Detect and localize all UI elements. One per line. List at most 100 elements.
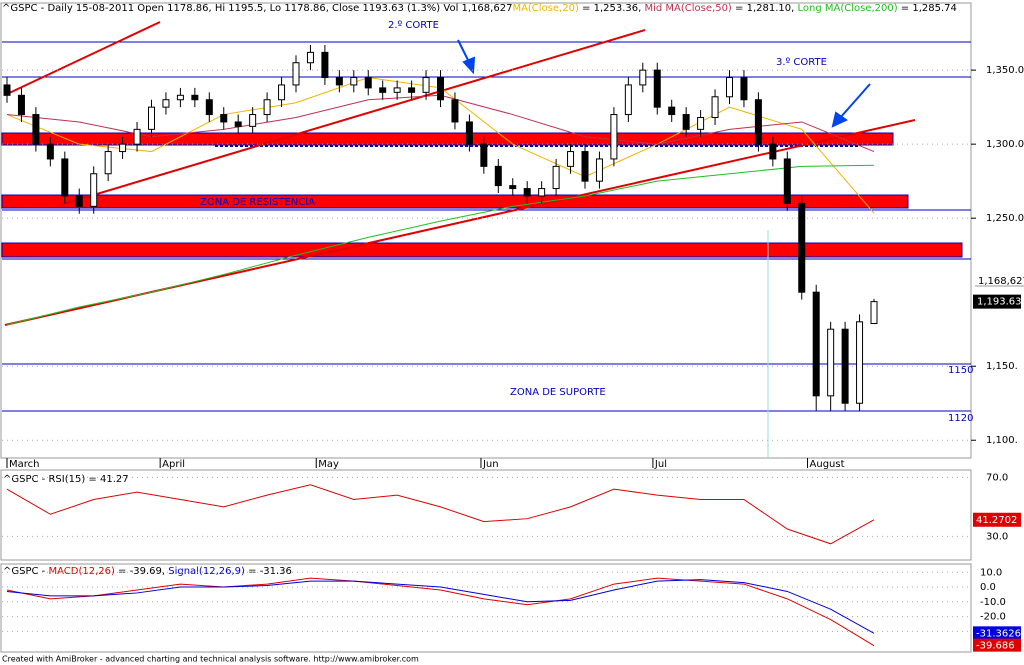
candle-body: [783, 158, 791, 204]
candle-body: [133, 128, 141, 145]
trend-line: [4, 21, 161, 96]
annotation: 1150: [948, 365, 973, 376]
candle-body: [754, 99, 762, 145]
candle-body: [682, 114, 690, 130]
rsi-line: [6, 484, 875, 545]
candle-body: [3, 84, 11, 96]
candle-body: [595, 158, 603, 182]
x-tick-label: Jun: [482, 459, 499, 470]
trend-line: [59, 29, 646, 206]
candle-body: [46, 143, 54, 160]
candle-body: [292, 62, 300, 86]
candle-body: [162, 99, 170, 108]
candle-body: [653, 69, 661, 108]
y-tick-label: 1,150.: [986, 361, 1018, 372]
candle-body: [769, 143, 777, 160]
macd-title-part: MACD(12,26): [48, 566, 115, 577]
annotation: 1120: [948, 413, 973, 424]
macd-label: -31.3626: [976, 628, 1021, 639]
y-tick-label: 1,350.0: [986, 65, 1024, 76]
candle-body: [610, 114, 618, 160]
candle-body: [552, 165, 560, 190]
candle-body: [61, 158, 69, 197]
candle-body: [697, 117, 705, 130]
candle-body: [639, 69, 647, 86]
header-part: = 1,253.36,: [579, 3, 645, 14]
rsi-panel: [0, 469, 972, 561]
rsi-label-box: [973, 512, 1021, 527]
candle-body: [335, 77, 343, 86]
macd-line: [6, 579, 875, 634]
arrow: [839, 83, 871, 119]
x-tick-label: May: [318, 459, 339, 470]
ma-line: [6, 164, 875, 326]
rsi-label: 41.2702: [976, 515, 1017, 526]
candle-body: [726, 77, 733, 98]
y-tick-label: 1,300.0: [986, 139, 1024, 150]
y-tick-label: 70.0: [986, 472, 1008, 483]
annotation: 3.º CORTE: [776, 57, 827, 68]
candle-body: [263, 99, 271, 116]
header-part: Mid MA(Close,50): [644, 3, 731, 14]
candle-body: [841, 328, 849, 404]
arrow-head: [462, 56, 476, 75]
annotation: ZONA DE RESISTENCIA: [200, 197, 315, 208]
rsi-title: ^GSPC - RSI(15) = 41.27: [3, 474, 129, 485]
x-tick-label: Jul: [654, 459, 667, 470]
candle-body: [480, 143, 488, 167]
candle-body: [581, 151, 589, 182]
annotation: ZONA DE SUPORTE: [510, 387, 606, 398]
candle-body: [465, 121, 473, 145]
candle-body: [668, 106, 676, 116]
candle-body: [538, 188, 546, 197]
candle-body: [451, 99, 459, 123]
candle-body: [422, 77, 430, 93]
x-tick-label: April: [162, 459, 185, 470]
header-part: ^GSPC - Daily 15-08-2011 Open 1178.86, H…: [2, 3, 512, 14]
arrows: [457, 39, 871, 128]
macd-title-part: ^GSPC -: [3, 566, 48, 577]
y-tick-label: -20.0: [980, 612, 1006, 623]
candle-body: [437, 77, 444, 101]
candle-body: [205, 99, 213, 116]
macd-title-part: Signal(12,26,9): [168, 566, 245, 577]
header: ^GSPC - Daily 15-08-2011 Open 1178.86, H…: [2, 3, 957, 14]
candle-body: [711, 96, 719, 119]
y-tick-label: 0.0: [980, 582, 996, 593]
candle-body: [17, 94, 25, 116]
y-tick-label: 1,250.0: [986, 213, 1024, 224]
candle-body: [379, 87, 387, 93]
y-tick-label: 30.0: [986, 531, 1008, 542]
candle-body: [148, 106, 155, 130]
y-tick-label: 10.0: [980, 567, 1002, 578]
y-tick-label: -10.0: [980, 597, 1006, 608]
zone-band: [1, 242, 963, 258]
levels: [2, 41, 971, 412]
candle-body: [870, 301, 878, 324]
annotation: 2.º CORTE: [388, 20, 439, 31]
candle-body: [306, 51, 314, 64]
candle-body: [856, 321, 864, 404]
candle-body: [191, 94, 199, 101]
macd-line: [6, 577, 875, 647]
macd-label-box: [973, 638, 1021, 652]
candle-body: [393, 87, 401, 93]
x-tick-label: August: [810, 459, 845, 470]
x-tick-label: March: [9, 459, 39, 470]
candle-body: [104, 151, 112, 175]
candle-body: [321, 51, 329, 79]
header-part: MA(Close,20): [512, 3, 579, 14]
header-part: = 1,285.74: [898, 3, 957, 14]
macd-label: -39.686: [976, 641, 1015, 652]
candle-body: [350, 77, 358, 86]
macd-panel: [0, 563, 972, 653]
y-tick-label: 1,100.: [986, 435, 1018, 446]
candle-body: [249, 114, 257, 127]
macd-title-part: = -31.36: [245, 566, 292, 577]
arrow-head: [831, 111, 848, 128]
macd-title-part: = -39.69,: [115, 566, 168, 577]
candle-body: [624, 84, 632, 116]
price-panel: [0, 2, 972, 459]
